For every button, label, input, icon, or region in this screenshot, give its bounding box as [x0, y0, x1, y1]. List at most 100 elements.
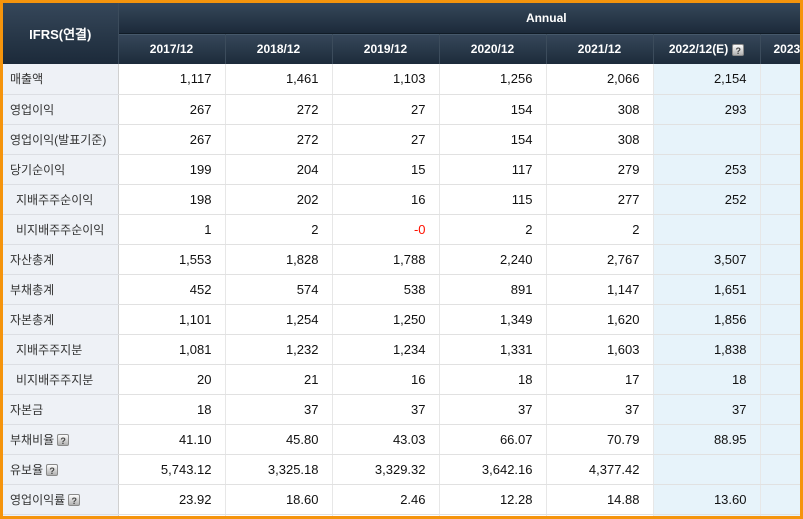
value-cell: 14.88	[546, 484, 654, 515]
help-icon[interactable]: ?	[732, 43, 745, 56]
value-cell: 1,603	[546, 334, 654, 365]
value-cell: 5,743.12	[118, 454, 226, 485]
col-header-label: 2020/12	[470, 42, 515, 56]
table-row: 자산총계 1,553 1,828 1,788 2,240 2,767 3,507	[3, 244, 800, 275]
row-label: 매출액	[3, 64, 119, 95]
ifrs-annual-financial-table: IFRS(연결) Annual 2017/12 2018/12 2019/12 202…	[3, 3, 800, 516]
value-cell: 277	[546, 184, 654, 215]
table-row: 지배주주순이익 198 202 16 115 277 252	[3, 184, 800, 215]
value-cell	[546, 514, 654, 516]
value-cell: 3,642.16	[439, 454, 547, 485]
value-cell: 1,788	[332, 244, 440, 275]
value-cell: 27	[332, 124, 440, 155]
value-cell	[760, 304, 800, 335]
value-cell	[653, 514, 761, 516]
table-row: 영업이익(발표기준) 267 272 27 154 308	[3, 124, 800, 155]
col-header-label: 2019/12	[363, 42, 408, 56]
value-cell: 18	[118, 394, 226, 425]
value-cell: 154	[439, 94, 547, 125]
table-row: 영업이익 267 272 27 154 308 293	[3, 94, 800, 125]
value-cell: 37	[546, 394, 654, 425]
value-cell: 2.46	[332, 484, 440, 515]
row-label: 지배주주지분	[3, 334, 119, 365]
value-cell: 115	[439, 184, 547, 215]
value-cell: 16	[332, 184, 440, 215]
value-cell: 279	[546, 154, 654, 185]
value-cell: 12.28	[439, 484, 547, 515]
value-cell: 20	[118, 364, 226, 395]
table-row: 자본총계 1,101 1,254 1,250 1,349 1,620 1,856	[3, 304, 800, 335]
value-cell: 1,234	[332, 334, 440, 365]
value-cell	[760, 64, 800, 95]
value-cell: 1,117	[118, 64, 226, 95]
value-cell: 1,250	[332, 304, 440, 335]
value-cell	[760, 154, 800, 185]
help-icon[interactable]: ?	[68, 494, 81, 507]
table-row: 당기순이익 199 204 15 117 279 253	[3, 154, 800, 185]
col-header-2022-12-e-: 2022/12(E)?	[652, 33, 760, 64]
value-cell: 2	[225, 214, 333, 245]
value-cell	[760, 484, 800, 515]
table-row: 유보율? 5,743.12 3,325.18 3,329.32 3,642.16 4,37…	[3, 454, 800, 485]
row-label: 자본금	[3, 394, 119, 425]
value-cell: 1,651	[653, 274, 761, 305]
col-header-2020-12: 2020/12	[438, 33, 546, 64]
value-cell: 154	[439, 124, 547, 155]
value-cell: 1,828	[225, 244, 333, 275]
value-cell: 18	[439, 364, 547, 395]
value-cell	[760, 244, 800, 275]
value-cell: 1,101	[118, 304, 226, 335]
value-cell: 2	[546, 214, 654, 245]
value-cell	[760, 94, 800, 125]
row-label: 영업이익률?	[3, 484, 119, 515]
value-cell: 253	[653, 154, 761, 185]
value-cell: 1,331	[439, 334, 547, 365]
value-cell: 2	[439, 214, 547, 245]
row-label-text: 지배주주순이익	[16, 192, 94, 207]
year-header-row: 2017/12 2018/12 2019/12 2020/12 2021/12 2022/…	[3, 33, 800, 64]
col-header-2017-12: 2017/12	[117, 33, 225, 64]
value-cell: 88.95	[653, 424, 761, 455]
value-cell: 267	[118, 94, 226, 125]
value-cell: 538	[332, 274, 440, 305]
help-icon[interactable]: ?	[57, 434, 70, 447]
value-cell: 17	[546, 364, 654, 395]
value-cell: 891	[439, 274, 547, 305]
table-row: 자본금 18 37 37 37 37 37	[3, 394, 800, 425]
value-cell: 574	[225, 274, 333, 305]
value-cell: 198	[118, 184, 226, 215]
table-header: IFRS(연결) Annual 2017/12 2018/12 2019/12 202…	[3, 3, 800, 64]
value-cell: 1,349	[439, 304, 547, 335]
value-cell: 1,103	[332, 64, 440, 95]
value-cell: 1,620	[546, 304, 654, 335]
value-cell: 3,507	[653, 244, 761, 275]
table-body: 매출액 1,117 1,461 1,103 1,256 2,066 2,154 영업이익 267…	[3, 64, 800, 516]
help-icon[interactable]: ?	[46, 464, 59, 477]
value-cell: 21	[225, 364, 333, 395]
value-cell	[760, 214, 800, 245]
value-cell: 1,232	[225, 334, 333, 365]
value-cell: 308	[546, 124, 654, 155]
value-cell	[760, 124, 800, 155]
row-label: 유보율?	[3, 454, 119, 485]
row-label: 부채총계	[3, 274, 119, 305]
value-cell	[332, 514, 440, 516]
value-cell: 1,838	[653, 334, 761, 365]
value-cell: 1,553	[118, 244, 226, 275]
value-cell: 41.10	[118, 424, 226, 455]
value-cell	[760, 274, 800, 305]
table-row: 지배주주지분 1,081 1,232 1,234 1,331 1,603 1,838	[3, 334, 800, 365]
clipped-partial-row	[3, 514, 800, 516]
row-label: 지배주주순이익	[3, 184, 119, 215]
value-cell: 252	[653, 184, 761, 215]
value-cell: 1,254	[225, 304, 333, 335]
row-label	[3, 514, 119, 516]
row-label: 영업이익(발표기준)	[3, 124, 119, 155]
value-cell: 117	[439, 154, 547, 185]
row-label-text: 비지배주주순이익	[16, 222, 105, 237]
value-cell: 27	[332, 94, 440, 125]
value-cell: 43.03	[332, 424, 440, 455]
value-cell: 37	[439, 394, 547, 425]
value-cell: 18	[653, 364, 761, 395]
